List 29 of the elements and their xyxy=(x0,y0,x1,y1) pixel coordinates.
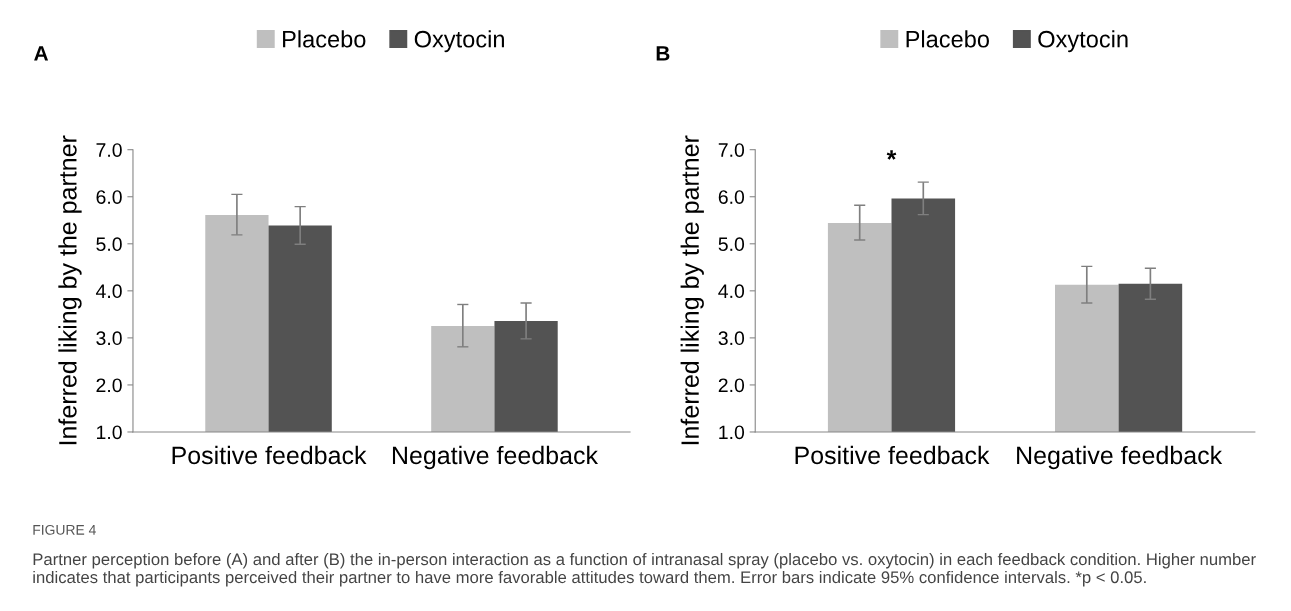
y-tick-label: 5.0 xyxy=(96,237,122,252)
legend-label: Placebo xyxy=(906,30,989,48)
x-tick-label: Positive feedback xyxy=(172,445,367,465)
y-tick-label: 6.0 xyxy=(718,190,745,204)
legend-label: Oxytocin xyxy=(1038,30,1128,53)
y-axis-title: Inferred liking by the partner xyxy=(58,135,82,445)
legend-label: Placebo xyxy=(283,30,366,48)
y-axis-title: Inferred liking by the partner xyxy=(680,135,704,445)
chart-title: A xyxy=(34,46,49,61)
x-tick-label: Positive feedback xyxy=(795,445,990,465)
x-tick-label: Negative feedback xyxy=(1017,445,1223,470)
y-tick-label: 4.0 xyxy=(95,284,122,299)
y-tick-label: 1.0 xyxy=(97,425,122,440)
y-tick-label: 1.0 xyxy=(719,425,745,440)
y-tick-label: 3.0 xyxy=(718,331,745,346)
chart-title: B xyxy=(656,46,670,61)
y-tick-label: 2.0 xyxy=(718,378,745,393)
y-tick-label: 7.0 xyxy=(96,143,122,157)
y-tick-label: 5.0 xyxy=(718,237,745,252)
y-tick-label: 7.0 xyxy=(718,143,745,157)
legend-label: Oxytocin xyxy=(414,30,504,53)
y-tick-label: 2.0 xyxy=(96,378,122,393)
y-tick-label: 6.0 xyxy=(96,190,122,204)
text: Partner perception before (A) and after (B) the in-person interaction as a function of intranasal spray (placebo vs. oxytocin) in each feedback condition. Higher number indicates that participants perceived their partner to have more favorable attitudes toward them. Error bars indicate 95% confidence intervals. *p < 0.05. xyxy=(33,552,1256,587)
y-tick-label: 3.0 xyxy=(96,331,122,346)
annotation: * xyxy=(886,150,897,160)
caption: FIGURE 4 xyxy=(33,524,96,535)
y-tick-label: 4.0 xyxy=(718,284,745,299)
x-tick-label: Negative feedback xyxy=(392,445,599,470)
